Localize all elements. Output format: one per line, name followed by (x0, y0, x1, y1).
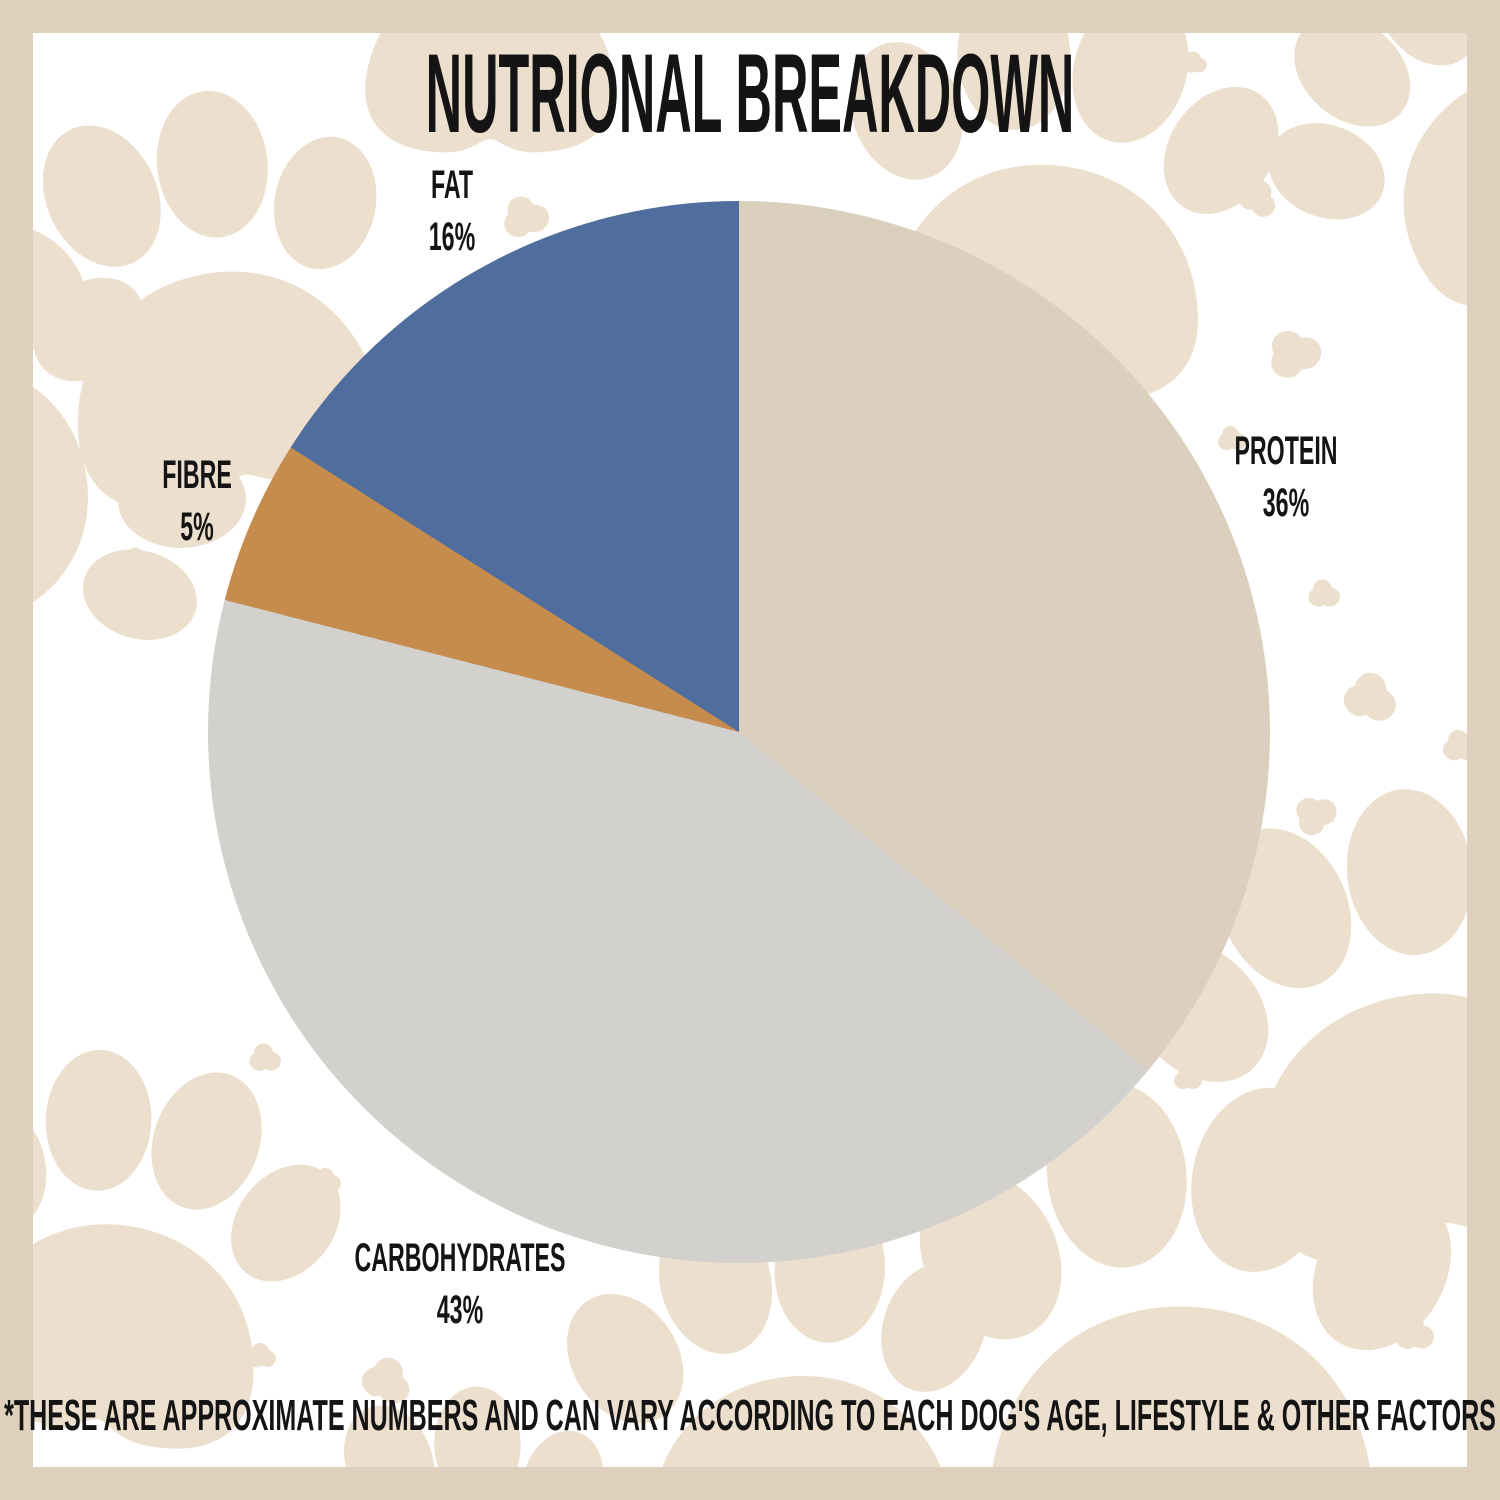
slice-name: FIBRE (162, 453, 232, 497)
slice-percent: 36% (1262, 481, 1310, 525)
slice-percent: 5% (180, 505, 214, 549)
slice-label-fibre: FIBRE 5% (162, 449, 232, 553)
slice-name: CARBOHYDRATES (354, 1236, 566, 1280)
slice-label-carbohydrates: CARBOHYDRATES 43% (355, 1232, 566, 1336)
slice-percent: 43% (436, 1288, 484, 1332)
slice-percent: 16% (428, 215, 476, 259)
footnote: *THESE ARE APPROXIMATE NUMBERS AND CAN V… (4, 1391, 1496, 1440)
page-title: NUTRIONAL BREAKDOWN (425, 31, 1075, 156)
slice-label-protein: PROTEIN 36% (1234, 425, 1337, 529)
slice-name: FAT (430, 163, 474, 207)
slice-name: PROTEIN (1234, 429, 1338, 473)
pie-chart (208, 201, 1270, 1263)
slice-label-fat: FAT 16% (429, 159, 475, 263)
